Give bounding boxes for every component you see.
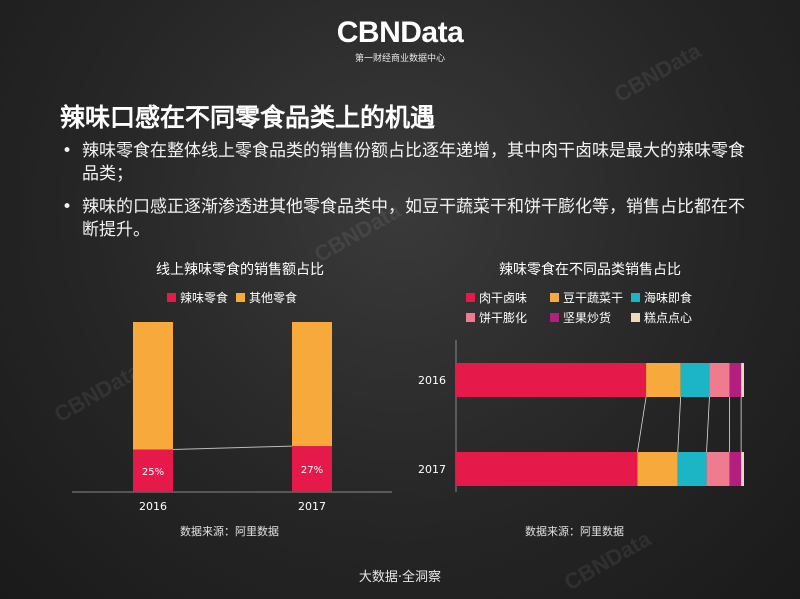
bar-segment: [680, 363, 710, 397]
legend-swatch: [550, 313, 559, 322]
watermark: CBNData: [49, 357, 145, 428]
bar-segment: [456, 452, 638, 486]
legend-swatch: [236, 293, 245, 302]
bar-segment-spicy: [292, 446, 332, 492]
data-label: 25%: [142, 467, 164, 478]
bar-segment: [729, 363, 742, 397]
bar-segment: [677, 452, 707, 486]
legend-label: 糕点点心: [644, 311, 693, 325]
trend-connector: [706, 396, 710, 453]
legend-item: 海味即食: [631, 289, 692, 306]
footer-tagline: 大数据·全洞察: [358, 570, 442, 585]
bullet-marker: •: [62, 197, 73, 217]
bullet-text: 辣味零食在整体线上零食品类的销售份额占比逐年递增，其中肉干卤味是最大的辣味零食品…: [82, 141, 745, 184]
bar-segment: [456, 363, 647, 397]
bullet-list: • 辣味零食在整体线上零食品类的销售份额占比逐年递增，其中肉干卤味是最大的辣味零食…: [58, 140, 758, 252]
legend-label: 肉干卤味: [479, 291, 528, 305]
y-tick-label: 2017: [418, 463, 446, 476]
legend-item: 饼干膨化: [466, 309, 527, 326]
bar-segment-other: [133, 322, 173, 450]
chart-title: 线上辣味零食的销售额占比: [156, 262, 324, 278]
bar-segment: [741, 363, 744, 397]
brand-name: CBNData: [336, 16, 464, 49]
brand-tagline: 第一财经商业数据中心: [354, 54, 445, 64]
list-item: • 辣味的口感正逐渐渗透进其他零食品类中，如豆干蔬菜干和饼干膨化等，销售占比都在不…: [58, 196, 758, 242]
legend-swatch: [466, 313, 475, 322]
legend-label: 饼干膨化: [479, 311, 528, 325]
bar-segment: [637, 452, 678, 486]
y-tick-label: 2016: [418, 374, 446, 387]
legend-label: 豆干蔬菜干: [563, 291, 624, 305]
legend-item: 辣味零食: [167, 289, 228, 306]
legend-item: 其他零食: [236, 289, 297, 306]
bar-segment: [741, 452, 744, 486]
data-label: 27%: [301, 465, 323, 476]
legend-item: 豆干蔬菜干: [550, 289, 623, 306]
bar-segment: [709, 363, 730, 397]
legend-label: 辣味零食: [180, 291, 229, 305]
bar-segment-other: [292, 322, 332, 447]
bar-segment: [706, 452, 730, 486]
legend-label: 海味即食: [644, 291, 693, 305]
x-tick-label: 2016: [139, 500, 167, 513]
list-item: • 辣味零食在整体线上零食品类的销售份额占比逐年递增，其中肉干卤味是最大的辣味零食…: [58, 140, 758, 186]
bullet-text: 辣味的口感正逐渐渗透进其他零食品类中，如豆干蔬菜干和饼干膨化等，销售占比都在不断…: [82, 197, 745, 240]
trend-connector: [637, 396, 647, 453]
trend-connector: [172, 445, 293, 450]
legend-label: 坚果炒货: [563, 311, 612, 325]
x-tick-label: 2017: [298, 500, 326, 513]
chart-source: 数据来源：阿里数据: [525, 525, 624, 538]
bar-segment: [729, 452, 742, 486]
legend-swatch: [631, 293, 640, 302]
legend-swatch: [167, 293, 176, 302]
bullet-marker: •: [62, 141, 73, 161]
chart-title: 辣味零食在不同品类销售占比: [499, 262, 681, 278]
legend-label: 其他零食: [249, 291, 298, 305]
legend-swatch: [631, 313, 640, 322]
legend-item: 肉干卤味: [466, 289, 527, 306]
legend-item: 糕点点心: [631, 309, 692, 326]
brand-logo: CBNData 第一财经商业数据中心: [0, 16, 800, 64]
chart-source: 数据来源：阿里数据: [180, 525, 279, 538]
legend-item: 坚果炒货: [550, 309, 611, 326]
bar-segment: [646, 363, 681, 397]
bar-segment-spicy: [133, 449, 173, 492]
trend-connector: [677, 396, 682, 453]
page-title: 辣味口感在不同零食品类上的机遇: [60, 103, 436, 132]
legend-swatch: [466, 293, 475, 302]
legend-swatch: [550, 293, 559, 302]
